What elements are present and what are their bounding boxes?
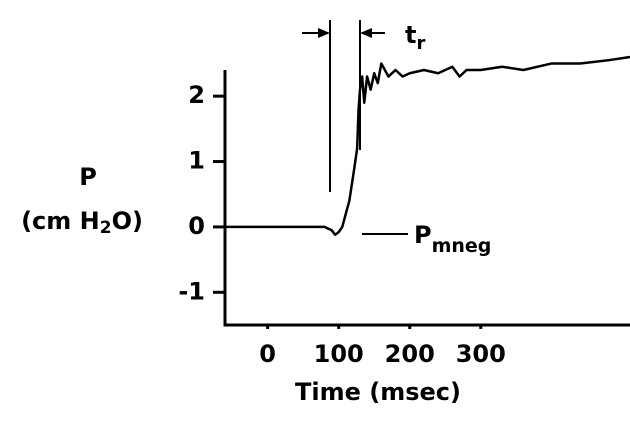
- y-tick-label: 0: [188, 212, 205, 240]
- y-tick-label: -1: [178, 277, 205, 305]
- tr-label: tr: [405, 21, 425, 54]
- y-tick-label: 2: [188, 81, 205, 109]
- y-tick-label: 1: [188, 147, 205, 175]
- tr-marker: [302, 20, 385, 192]
- x-tick-label: 0: [259, 340, 276, 368]
- axes: [223, 70, 630, 327]
- y-label: (cm H2O): [21, 207, 143, 238]
- data-line: [225, 55, 630, 237]
- x-tick-label: 300: [456, 340, 506, 368]
- x-tick-label: 100: [314, 340, 364, 368]
- y-label-top: P: [79, 163, 97, 191]
- x-tick-label: 200: [385, 340, 435, 368]
- pmneg-label: Pmneg: [414, 221, 491, 257]
- x-label: Time (msec): [295, 378, 461, 406]
